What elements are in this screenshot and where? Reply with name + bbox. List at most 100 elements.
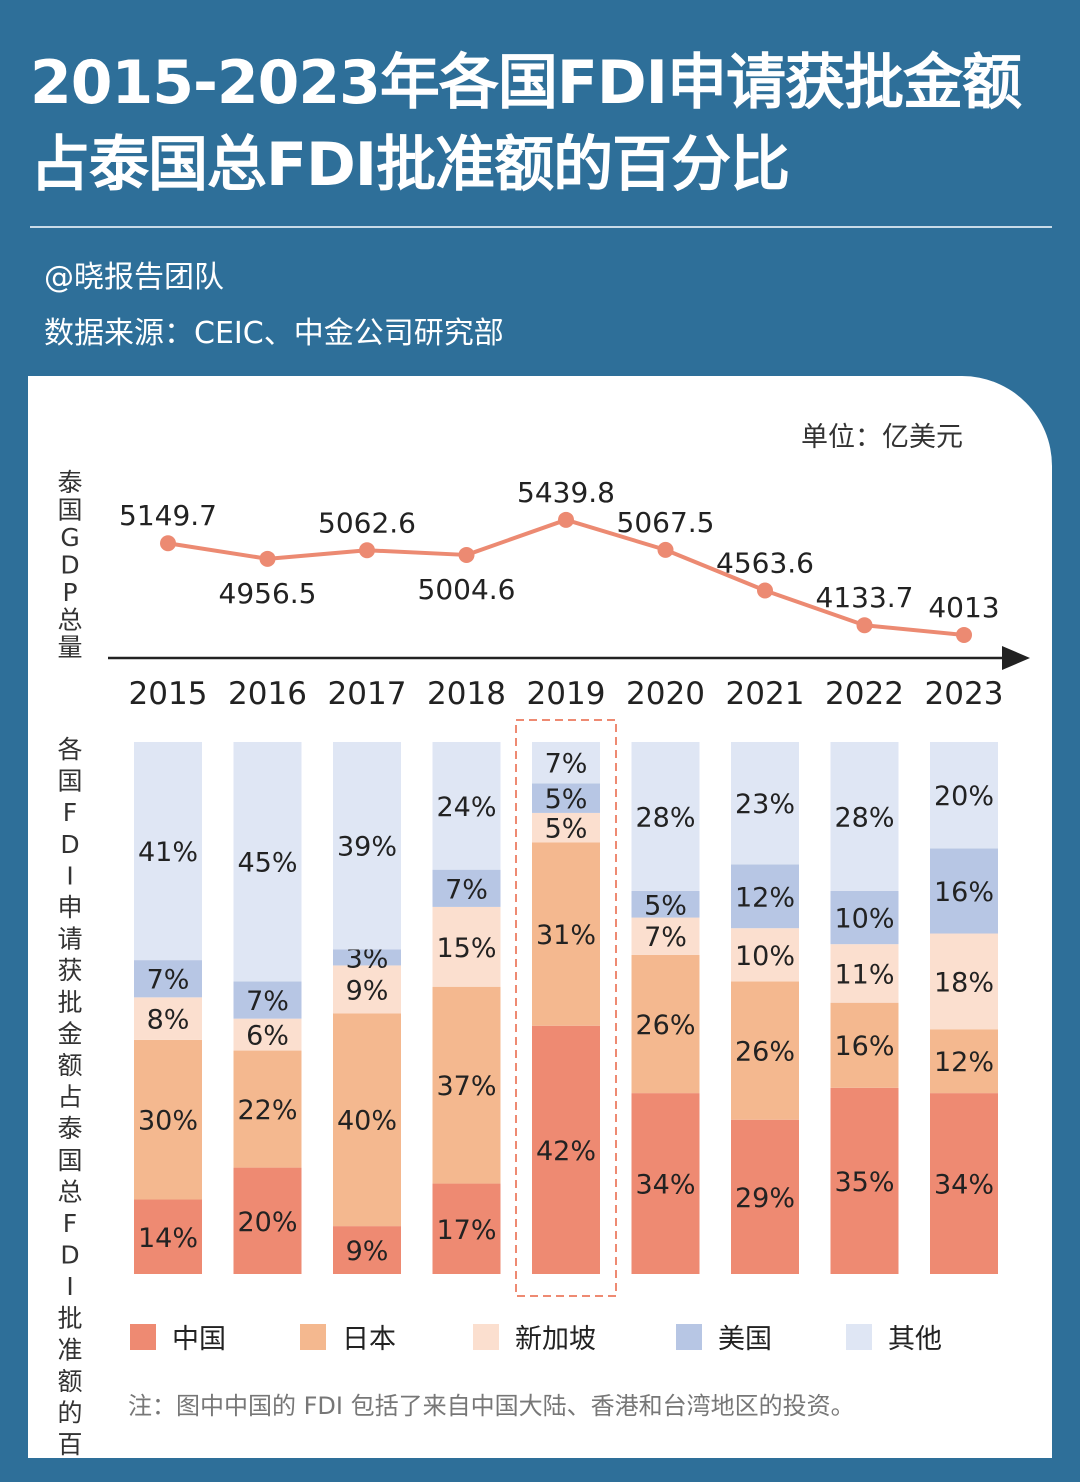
chart-title: 2015-2023年各国FDI申请获批金额 占泰国总FDI批准额的百分比 xyxy=(30,42,1060,206)
bar-segment-2021 xyxy=(731,742,799,865)
bar-segment-2022 xyxy=(830,890,899,945)
bar-segment-2016 xyxy=(233,742,302,982)
bar-segment-2016 xyxy=(233,1018,302,1051)
bar-value-label: 42% xyxy=(536,1136,596,1167)
gdp-point-2020 xyxy=(657,541,674,558)
title-divider xyxy=(30,226,1052,228)
bar-segment-2016 xyxy=(233,981,302,1019)
gdp-value-label: 4133.7 xyxy=(816,581,914,614)
bar-value-label: 7% xyxy=(445,874,488,905)
bar-segment-2022 xyxy=(830,742,899,891)
bar-segment-2022 xyxy=(830,1087,899,1274)
x-tick-label: 2019 xyxy=(527,676,606,712)
bar-segment-2017 xyxy=(333,742,401,950)
title-line-2: 占泰国总FDI批准额的百分比 xyxy=(30,130,790,200)
unit-label: 单位：亿美元 xyxy=(801,422,963,453)
bar-value-label: 11% xyxy=(834,959,894,990)
x-tick-label: 2015 xyxy=(129,676,208,712)
bar-value-label: 29% xyxy=(735,1183,795,1214)
bar-segment-2022 xyxy=(830,1002,899,1088)
bar-segment-2019 xyxy=(532,783,600,813)
legend-label: 新加坡 xyxy=(515,1324,596,1355)
bar-value-label: 28% xyxy=(635,802,695,833)
bar-value-label: 9% xyxy=(346,1236,389,1267)
bar-segment-2021 xyxy=(731,928,799,982)
footnote: 注：图中中国的 FDI 包括了来自中国大陆、香港和台湾地区的投资。 xyxy=(128,1392,855,1420)
bar-value-label: 7% xyxy=(147,965,190,996)
legend-label: 日本 xyxy=(342,1324,396,1355)
legend-label: 其他 xyxy=(888,1324,942,1355)
bar-value-label: 6% xyxy=(246,1021,289,1052)
legend-label: 中国 xyxy=(172,1324,226,1355)
bar-segment-2017 xyxy=(333,949,401,966)
bar-segment-2015 xyxy=(134,1039,202,1200)
bar-value-label: 12% xyxy=(934,1047,994,1078)
legend-swatch xyxy=(300,1324,326,1350)
bar-segment-2016 xyxy=(233,1050,302,1168)
bar-segment-2019 xyxy=(532,742,600,784)
bar-segment-2023 xyxy=(930,848,998,934)
bar-value-label: 31% xyxy=(536,920,596,951)
bar-value-label: 14% xyxy=(138,1223,198,1254)
gdp-value-label: 5439.8 xyxy=(517,476,615,509)
bar-segment-2016 xyxy=(233,1167,302,1274)
bar-value-label: 7% xyxy=(545,749,588,780)
bar-segment-2018 xyxy=(432,1183,501,1274)
bar-segment-2023 xyxy=(930,933,998,1030)
bar-value-label: 26% xyxy=(735,1037,795,1068)
bar-segment-2015 xyxy=(134,997,202,1040)
author-credit: @晓报告团队 xyxy=(44,260,224,295)
bar-value-label: 18% xyxy=(934,967,994,998)
gdp-value-label: 4563.6 xyxy=(716,547,814,580)
bar-value-label: 5% xyxy=(644,890,687,921)
bar-value-label: 41% xyxy=(138,837,198,868)
gdp-point-2023 xyxy=(956,626,972,643)
gdp-value-label: 5149.7 xyxy=(119,499,217,532)
data-source: 数据来源：CEIC、中金公司研究部 xyxy=(44,316,504,351)
bar-value-label: 8% xyxy=(147,1005,190,1036)
bar-segment-2021 xyxy=(731,1119,799,1274)
bar-segment-2017 xyxy=(333,1226,401,1274)
bar-segment-2023 xyxy=(930,1029,998,1094)
bar-segment-2020 xyxy=(631,917,700,955)
bar-value-label: 12% xyxy=(735,882,795,913)
bar-segment-2019 xyxy=(532,842,600,1026)
gdp-value-label: 5004.6 xyxy=(418,573,516,606)
chart-panel: 单位：亿美元泰国GDP总量各国FDI申请获批金额占泰国总FDI批准额的百分比 51… xyxy=(28,376,1052,1458)
gdp-point-2022 xyxy=(856,617,873,634)
bar-value-label: 17% xyxy=(436,1215,496,1246)
bar-segment-2021 xyxy=(731,981,799,1120)
bar-segment-2018 xyxy=(432,986,501,1184)
bar-value-label: 34% xyxy=(934,1170,994,1201)
bar-value-label: 7% xyxy=(644,922,687,953)
bar-segment-2017 xyxy=(333,965,401,1014)
bar-value-label: 15% xyxy=(436,933,496,964)
bar-value-label: 7% xyxy=(246,986,289,1017)
bar-value-label: 34% xyxy=(635,1170,695,1201)
bar-value-label: 10% xyxy=(735,941,795,972)
bar-value-label: 9% xyxy=(346,975,389,1006)
bar-value-label: 37% xyxy=(436,1071,496,1102)
bar-value-label: 45% xyxy=(237,848,297,879)
legend-swatch xyxy=(130,1324,156,1350)
bar-segment-2020 xyxy=(631,890,700,918)
legend-label: 美国 xyxy=(718,1324,772,1355)
bar-value-label: 28% xyxy=(834,802,894,833)
bar-value-label: 5% xyxy=(545,784,588,815)
bar-segment-2020 xyxy=(631,1093,700,1274)
bar-value-label: 30% xyxy=(138,1106,198,1137)
legend-swatch xyxy=(473,1324,499,1350)
x-tick-label: 2018 xyxy=(427,676,506,712)
bar-value-label: 22% xyxy=(237,1095,297,1126)
bar-segment-2015 xyxy=(134,960,202,998)
title-line-1: 2015-2023年各国FDI申请获批金额 xyxy=(30,48,1022,118)
x-tick-label: 2022 xyxy=(825,676,904,712)
gdp-point-2019 xyxy=(558,511,574,528)
bar-value-label: 39% xyxy=(337,832,397,863)
bar-value-label: 26% xyxy=(635,1010,695,1041)
x-tick-label: 2020 xyxy=(626,676,705,712)
x-tick-label: 2023 xyxy=(925,676,1004,712)
bar-segment-2020 xyxy=(631,742,700,891)
bar-segment-2019 xyxy=(532,1025,600,1274)
